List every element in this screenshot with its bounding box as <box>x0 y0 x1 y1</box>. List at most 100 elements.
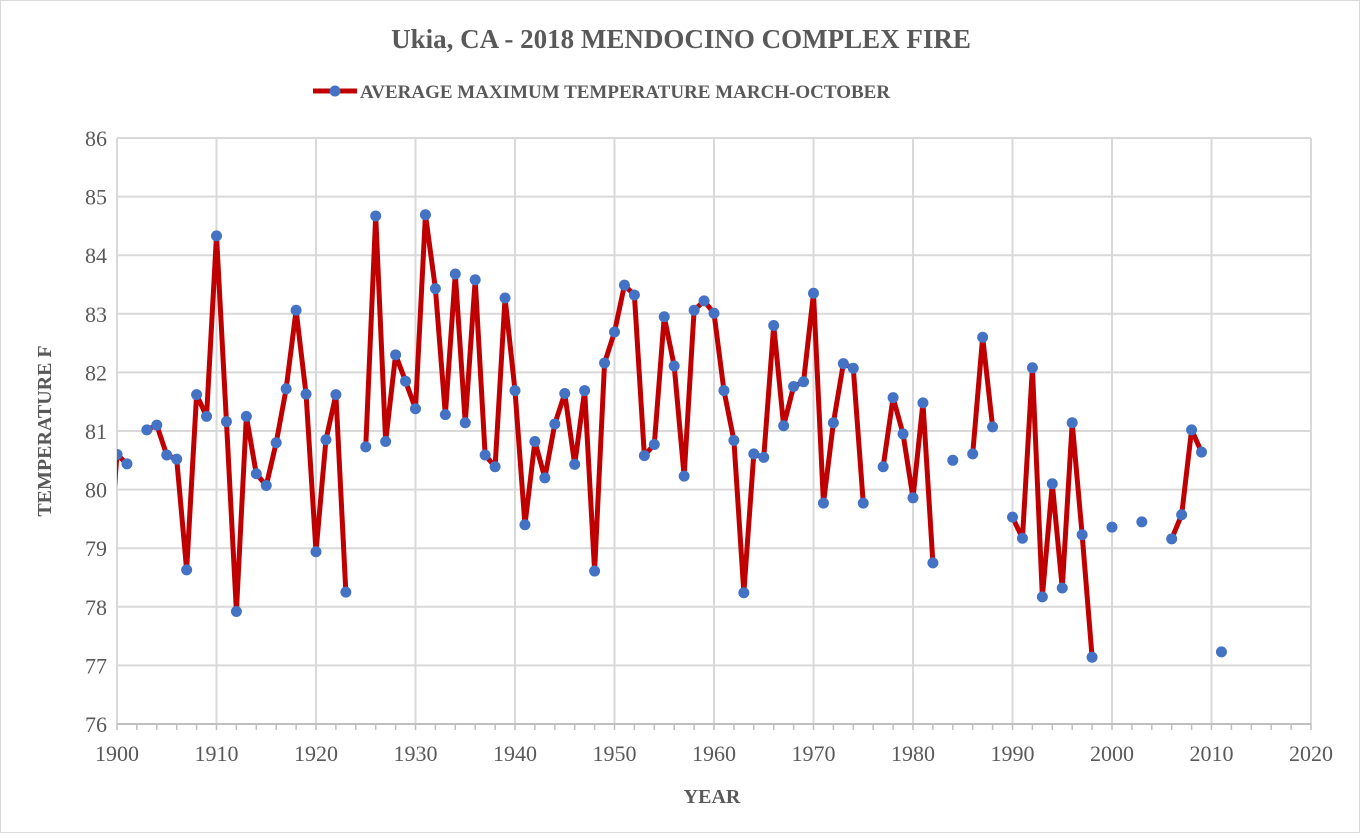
data-point <box>270 437 282 449</box>
data-point <box>1007 511 1018 523</box>
data-point <box>977 331 989 343</box>
data-point <box>220 416 232 428</box>
data-point <box>628 289 640 301</box>
legend-label: AVERAGE MAXIMUM TEMPERATURE MARCH-OCTOBE… <box>360 82 890 103</box>
data-point <box>151 419 163 431</box>
data-point <box>240 410 252 422</box>
x-tick-label: 1940 <box>493 741 537 766</box>
data-point <box>449 268 461 280</box>
data-point <box>857 497 869 509</box>
x-tick-label: 1980 <box>891 741 935 766</box>
data-point <box>370 210 382 222</box>
x-tick-label: 1990 <box>991 741 1035 766</box>
data-point <box>569 458 581 470</box>
data-point <box>171 453 183 465</box>
data-point <box>967 448 979 460</box>
data-point <box>400 375 412 387</box>
data-point <box>519 519 531 531</box>
data-point <box>489 461 501 473</box>
data-point <box>290 304 302 316</box>
data-point <box>768 320 780 332</box>
data-point <box>260 479 272 491</box>
x-tick-label: 2000 <box>1090 741 1134 766</box>
data-point <box>638 450 650 462</box>
data-point <box>539 472 551 484</box>
data-point <box>390 349 402 361</box>
y-tick-label: 84 <box>85 243 107 268</box>
x-tick-label: 1910 <box>195 741 239 766</box>
x-tick-label: 1920 <box>294 741 338 766</box>
data-point <box>738 587 750 599</box>
data-point <box>798 376 810 388</box>
data-point <box>529 436 541 448</box>
data-point <box>589 565 601 577</box>
y-tick-label: 81 <box>85 419 107 444</box>
y-tick-label: 76 <box>85 712 107 737</box>
data-point <box>181 564 193 576</box>
data-point <box>1046 478 1058 490</box>
data-point <box>250 468 262 480</box>
data-point <box>1215 646 1227 658</box>
data-point <box>161 449 173 461</box>
data-point <box>380 436 392 448</box>
data-point <box>1136 516 1148 528</box>
series-line-segment <box>1169 427 1204 540</box>
data-point <box>1026 362 1038 374</box>
chart-title: Ukia, CA - 2018 MENDOCINO COMPLEX FIRE <box>391 24 971 54</box>
data-point <box>191 389 203 401</box>
data-point <box>609 326 620 338</box>
data-point <box>917 397 929 409</box>
data-point <box>1196 446 1208 458</box>
data-point <box>559 387 571 399</box>
data-point <box>788 380 800 392</box>
data-point <box>410 403 421 415</box>
data-point <box>141 424 153 436</box>
data-point <box>499 292 511 304</box>
x-tick-label: 1960 <box>692 741 736 766</box>
data-point <box>230 605 242 617</box>
y-tick-label: 78 <box>85 595 107 620</box>
data-point <box>320 434 332 446</box>
data-point <box>310 546 322 558</box>
legend: AVERAGE MAXIMUM TEMPERATURE MARCH-OCTOBE… <box>313 82 890 103</box>
data-point <box>728 434 740 446</box>
series-line-segment <box>1010 365 1095 658</box>
data-point <box>300 388 312 400</box>
x-axis-title: YEAR <box>684 786 741 808</box>
data-point <box>987 421 999 433</box>
x-tick-label: 2020 <box>1289 741 1333 766</box>
data-point <box>280 383 292 395</box>
x-tick-label: 1930 <box>394 741 438 766</box>
data-point <box>1036 591 1048 603</box>
data-point <box>330 389 342 401</box>
y-axis-title: TEMPERATURE F <box>34 345 56 516</box>
data-point <box>927 557 939 569</box>
data-point <box>509 385 521 397</box>
data-point <box>758 451 770 463</box>
data-point <box>907 492 919 504</box>
data-point <box>1106 521 1118 533</box>
y-tick-label: 82 <box>85 360 107 385</box>
data-point <box>718 385 730 397</box>
data-point <box>121 458 133 470</box>
data-point <box>439 409 451 421</box>
data-point <box>658 311 670 323</box>
data-point <box>1066 417 1078 429</box>
data-point <box>429 283 441 295</box>
data-point <box>599 357 611 369</box>
data-point <box>708 307 720 319</box>
data-point <box>579 385 591 397</box>
data-point <box>887 392 899 404</box>
data-point <box>827 417 839 429</box>
x-tick-label: 1950 <box>593 741 637 766</box>
data-point <box>837 358 849 370</box>
data-point <box>678 470 690 482</box>
data-point <box>897 428 909 440</box>
x-tick-label: 1970 <box>792 741 836 766</box>
data-point <box>201 410 213 422</box>
data-point <box>778 420 790 432</box>
series-line-segment <box>880 395 936 564</box>
legend-marker-swatch <box>329 85 341 97</box>
data-point <box>459 417 471 429</box>
data-point <box>479 449 491 461</box>
